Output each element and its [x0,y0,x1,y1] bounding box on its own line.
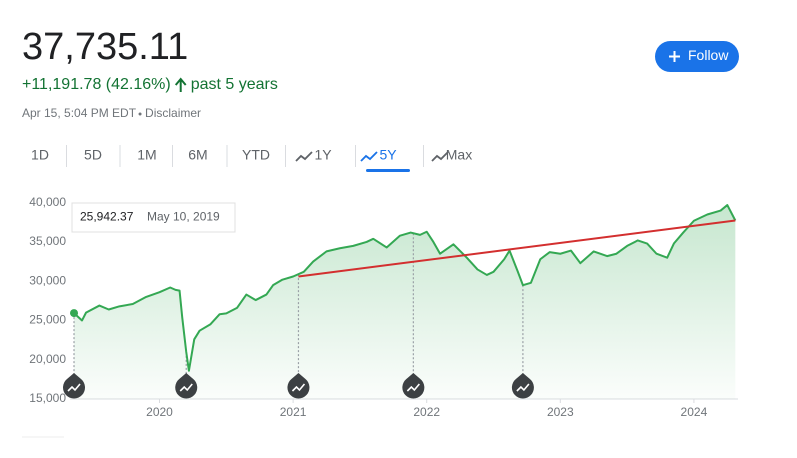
x-tick-label: 2023 [547,405,574,419]
price: 37,735.11 [22,26,188,68]
y-tick-label: 25,000 [29,313,66,327]
tab[interactable]: 6M [188,147,207,163]
area-fill [74,205,736,399]
hover-point [70,309,79,318]
event-icon[interactable] [63,373,86,399]
event-icon[interactable] [175,373,198,399]
y-tick-label: 35,000 [29,234,66,248]
follow-label[interactable]: Follow [688,47,729,63]
y-tick-label: 30,000 [29,273,66,287]
change: +11,191.78 (42.16%) [22,76,171,93]
tab-label[interactable]: 6M [188,147,207,163]
event-glyph [406,383,420,392]
y-tick-label: 15,000 [29,391,66,405]
event-pin [63,373,86,399]
tab[interactable]: 5D [84,147,102,163]
tab-icon [431,151,449,162]
tab-label[interactable]: 5Y [379,147,397,163]
event-glyph [516,383,530,392]
tab-icon [295,151,313,162]
x-tick-label: 2021 [280,405,307,419]
tab[interactable]: 1D [31,147,49,163]
event-pin [287,373,310,399]
tab-label[interactable]: YTD [242,147,270,163]
tab[interactable]: 5Y [360,147,410,172]
event-glyph [67,383,81,392]
event-pin [402,373,425,399]
tooltip: 25,942.37 May 10, 2019 [71,202,236,233]
disclaimer[interactable]: Disclaimer [145,106,201,120]
event-icon[interactable] [511,373,534,399]
event-glyph [179,383,193,392]
y-tick-label: 40,000 [29,195,66,209]
tab-icon [360,151,378,162]
tab[interactable]: Max [431,147,472,163]
dot-separator [138,112,142,116]
tab-label[interactable]: 5D [84,147,102,163]
tooltip-date: May 10, 2019 [147,210,220,224]
x-tick-label: 2024 [681,405,708,419]
plus-icon [669,51,680,62]
tab[interactable]: 1Y [295,147,332,163]
follow-button[interactable]: Follow [655,41,739,72]
x-tick-label: 2020 [146,405,173,419]
active-underline [366,169,410,172]
tooltip-value: 25,942.37 [80,210,134,224]
tab-label[interactable]: 1D [31,147,49,163]
tab[interactable]: 1M [137,147,156,163]
tab-label[interactable]: 1Y [314,147,332,163]
trend-line [298,219,736,278]
y-tick-label: 20,000 [29,352,66,366]
price-line [73,204,737,372]
event-glyph [291,383,306,392]
event-pin [175,373,198,399]
event-pin [511,373,534,399]
follow-bg[interactable] [655,41,739,72]
event-icon[interactable] [402,373,425,399]
x-tick-label: 2022 [413,405,440,419]
tooltip-box [71,202,236,233]
event-icon[interactable] [287,373,310,399]
period: past 5 years [191,76,278,93]
timestamp: Apr 15, 5:04 PM EDT [22,106,137,120]
up-arrow [174,77,187,92]
tab-label[interactable]: Max [446,147,472,163]
tab[interactable]: YTD [242,147,270,163]
tab-label[interactable]: 1M [137,147,156,163]
